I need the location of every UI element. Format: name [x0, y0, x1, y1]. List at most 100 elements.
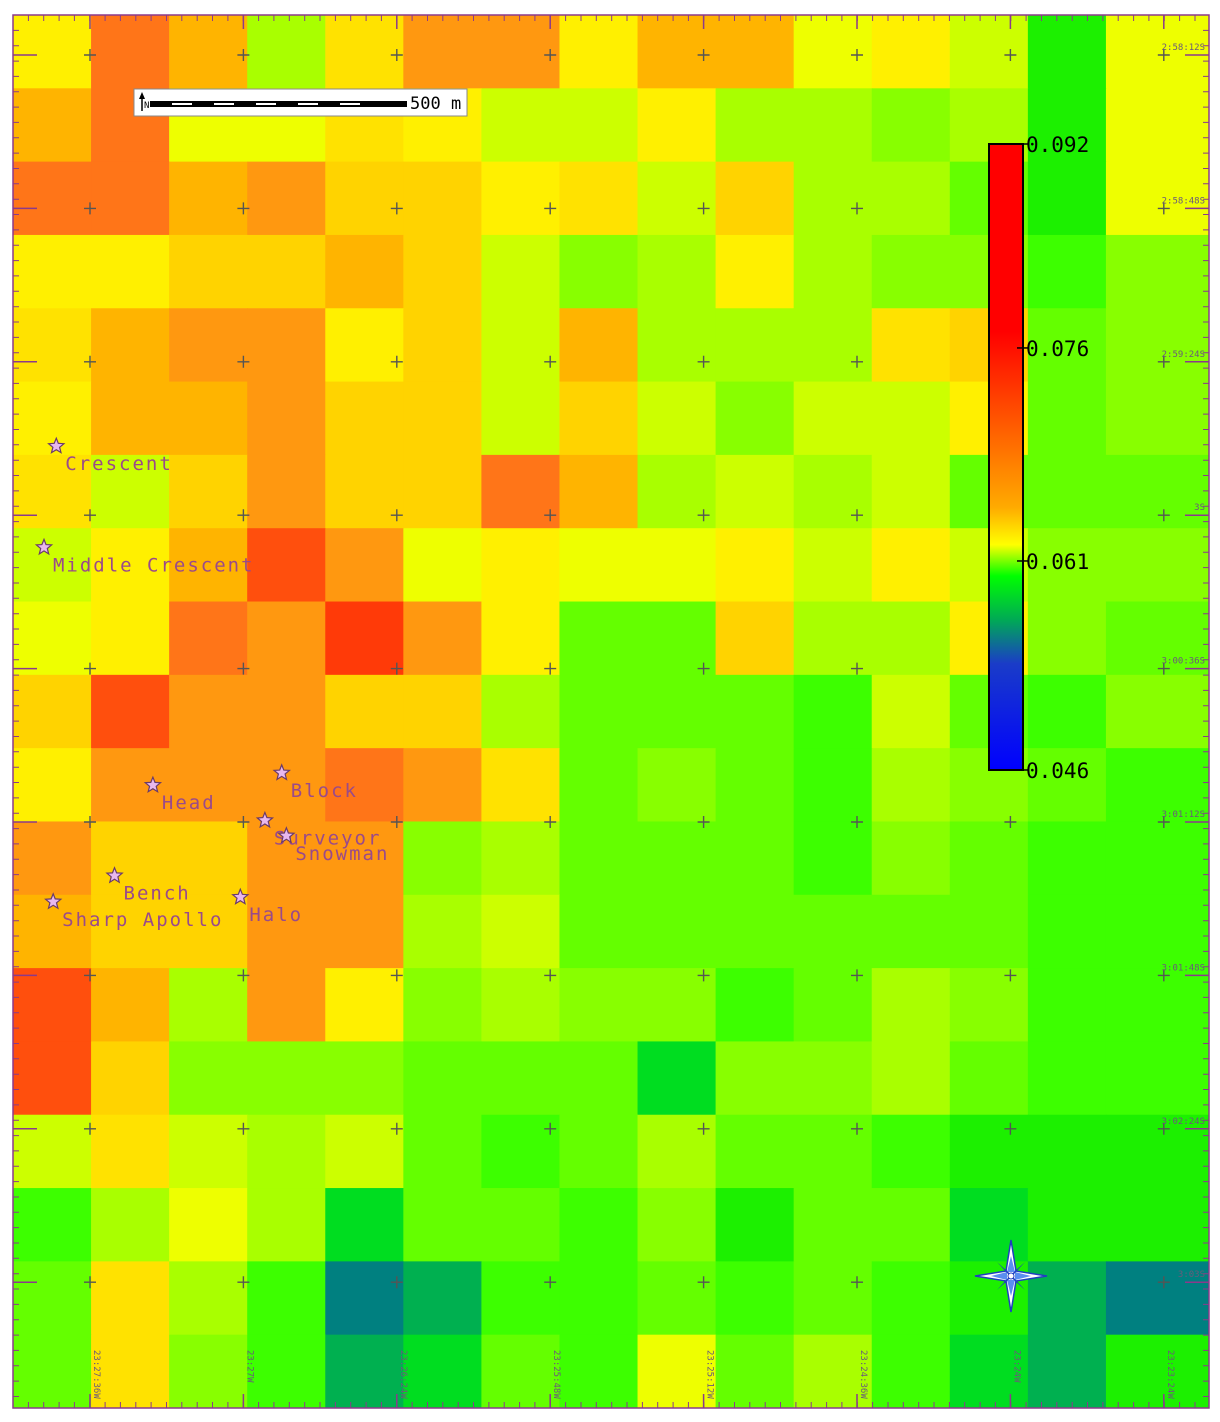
- raster-cell: [325, 1041, 404, 1116]
- raster-cell: [403, 381, 482, 456]
- raster-cell: [247, 894, 326, 969]
- raster-cell: [91, 1188, 170, 1262]
- raster-cell: [793, 234, 873, 309]
- star-marker-icon: [47, 436, 66, 454]
- raster-cell: [1105, 1188, 1209, 1262]
- raster-cell: [1027, 88, 1107, 163]
- longitude-label: 23:24W: [1011, 1350, 1021, 1383]
- feature-markers: Crescent Middle Crescent Head Block Surveyor…: [34, 436, 390, 931]
- raster-cell: [481, 968, 561, 1043]
- raster-cell: [169, 1261, 248, 1336]
- raster-cell: [715, 894, 795, 969]
- raster-cell: [325, 1261, 404, 1336]
- raster-cell: [169, 234, 248, 309]
- latitude-label: 3:00:36S: [1162, 657, 1205, 667]
- graticule-cross: [544, 355, 557, 368]
- star-marker-icon: [255, 810, 275, 829]
- graticule-cross: [544, 509, 557, 522]
- graticule-cross: [851, 202, 863, 215]
- raster-cell: [715, 528, 795, 603]
- graticule-cross: [1157, 969, 1170, 982]
- raster-cell: [715, 15, 795, 89]
- raster-cell: [169, 1188, 248, 1262]
- raster-cell: [793, 528, 873, 603]
- colorbar-tick-label: 0.046: [1026, 759, 1089, 783]
- raster-cell: [481, 308, 561, 383]
- graticule-cross: [237, 1122, 250, 1135]
- feature-bench[interactable]: Bench: [105, 866, 191, 905]
- raster-cell: [13, 1334, 92, 1408]
- raster-cell: [793, 748, 873, 823]
- graticule-cross: [851, 969, 863, 982]
- feature-block[interactable]: Block: [272, 763, 358, 802]
- raster-cell: [715, 1261, 795, 1336]
- feature-middle-crescent[interactable]: Middle Crescent: [34, 537, 254, 576]
- raster-cell: [637, 748, 717, 823]
- raster-cell: [481, 234, 561, 309]
- feature-halo[interactable]: Halo: [231, 887, 303, 926]
- raster-cell: [715, 234, 795, 309]
- raster-cell: [793, 454, 873, 529]
- raster-cell: [13, 1114, 92, 1189]
- graticule-cross: [851, 662, 863, 675]
- feature-label: Block: [291, 780, 358, 802]
- star-marker-icon: [277, 826, 296, 844]
- feature-snowman[interactable]: Snowman: [277, 826, 390, 865]
- raster-cell: [1027, 1188, 1107, 1262]
- raster-cell: [13, 821, 92, 896]
- raster-cell: [325, 968, 404, 1043]
- raster-cell: [637, 894, 717, 969]
- raster-cell: [169, 308, 248, 383]
- raster-cell: [325, 821, 404, 896]
- star-marker-icon: [231, 887, 250, 905]
- raster-cell: [91, 674, 170, 749]
- raster-cell: [247, 234, 326, 309]
- raster-cell: [559, 454, 639, 529]
- raster-cell: [559, 1188, 639, 1262]
- raster-cell: [871, 821, 951, 896]
- raster-cell: [715, 454, 795, 529]
- raster-cell: [247, 968, 326, 1043]
- raster-cell: [91, 15, 170, 89]
- longitude-label: 23:27:36W: [91, 1350, 101, 1399]
- graticule-cross: [84, 202, 96, 215]
- raster-cell: [1027, 601, 1107, 676]
- colorbar-tick-label: 0.061: [1026, 550, 1089, 574]
- raster-cell: [1105, 601, 1209, 676]
- raster-cell: [1105, 1334, 1209, 1408]
- raster-cell: [247, 674, 326, 749]
- raster-cell: [13, 601, 92, 676]
- raster-cell: [793, 381, 873, 456]
- graticule-cross: [1157, 1276, 1170, 1289]
- raster-cell: [715, 1114, 795, 1189]
- longitude-labels: 23:27:36W 23:27W 23:26:24W 23:25:48W 23:25:1…: [91, 1350, 1175, 1399]
- feature-label: Surveyor: [274, 827, 382, 849]
- raster-cell: [481, 601, 561, 676]
- feature-sharp-apollo[interactable]: Sharp Apollo: [44, 892, 224, 931]
- raster-cell: [1105, 821, 1209, 896]
- feature-head[interactable]: Head: [143, 775, 215, 814]
- raster-cell: [403, 1188, 482, 1262]
- graticule-cross: [697, 1276, 710, 1289]
- longitude-label: 23:24:36W: [858, 1350, 868, 1399]
- map-frame: [12, 14, 1210, 1409]
- feature-surveyor[interactable]: Surveyor: [255, 810, 382, 850]
- raster-cell: [637, 1261, 717, 1336]
- raster-cell: [403, 308, 482, 383]
- raster-cell: [1105, 308, 1209, 383]
- raster-cell: [169, 968, 248, 1043]
- graticule-cross: [237, 816, 250, 828]
- raster-cell: [715, 601, 795, 676]
- raster-cell: [1027, 454, 1107, 529]
- longitude-label: 23:27W: [244, 1350, 254, 1383]
- raster-cell: [247, 454, 326, 529]
- raster-cell: [637, 1114, 717, 1189]
- star-marker-icon: [34, 537, 54, 556]
- raster-cell: [169, 381, 248, 456]
- raster-cell: [949, 1334, 1029, 1408]
- feature-crescent[interactable]: Crescent: [47, 436, 173, 475]
- raster-cell: [637, 1041, 717, 1116]
- raster-cell: [793, 674, 873, 749]
